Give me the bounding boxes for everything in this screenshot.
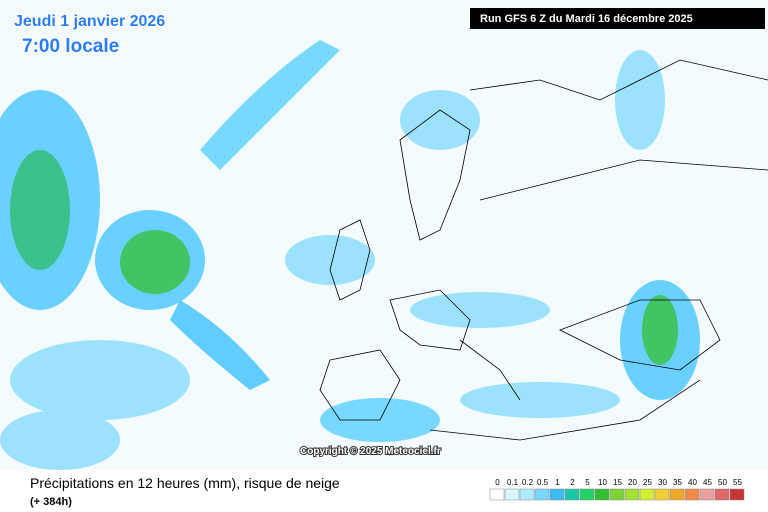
forecast-time: 7:00 locale <box>22 36 119 57</box>
legend-label: 15 <box>613 478 622 487</box>
legend-swatch <box>534 488 550 501</box>
legend-swatch <box>699 488 715 501</box>
legend-label: 1 <box>555 478 560 487</box>
legend-swatch <box>714 488 730 501</box>
legend-label: 30 <box>658 478 667 487</box>
copyright: Copyright © 2025 Meteociel.fr <box>300 446 441 457</box>
legend-swatch <box>639 488 655 501</box>
legend-label: 2 <box>570 478 575 487</box>
legend-swatch <box>564 488 580 501</box>
legend-swatch <box>489 488 505 501</box>
footer-lead: (+ 384h) <box>30 496 72 508</box>
legend-label: 0.2 <box>522 478 534 487</box>
legend: 0 0.1 0.2 0.5 1 2 5 10 15 20 25 30 35 40 45 50 55 <box>489 478 745 501</box>
forecast-date: Jeudi 1 janvier 2026 <box>14 13 165 30</box>
footer-title: Précipitations en 12 heures (mm), risque… <box>30 475 340 491</box>
run-info: Run GFS 6 Z du Mardi 16 décembre 2025 <box>480 13 693 25</box>
legend-label: 0 <box>495 478 500 487</box>
legend-label: 45 <box>703 478 712 487</box>
legend-label: 25 <box>643 478 652 487</box>
legend-swatch <box>729 488 745 501</box>
legend-swatch <box>654 488 670 501</box>
legend-swatch <box>519 488 535 501</box>
legend-swatch <box>594 488 610 501</box>
precipitation-field <box>0 40 700 470</box>
legend-swatch <box>669 488 685 501</box>
legend-swatch <box>684 488 700 501</box>
legend-label: 50 <box>718 478 727 487</box>
run-box <box>470 8 765 29</box>
legend-swatch <box>549 488 565 501</box>
legend-label: 40 <box>688 478 697 487</box>
legend-swatch <box>579 488 595 501</box>
legend-swatch <box>504 488 520 501</box>
legend-label: 10 <box>598 478 607 487</box>
legend-label: 0.5 <box>537 478 549 487</box>
legend-label: 55 <box>733 478 742 487</box>
legend-label: 0.1 <box>507 478 519 487</box>
legend-label: 35 <box>673 478 682 487</box>
legend-swatch <box>624 488 640 501</box>
legend-swatch <box>609 488 625 501</box>
legend-label: 20 <box>628 478 637 487</box>
legend-label: 5 <box>585 478 590 487</box>
coastlines <box>319 59 768 441</box>
